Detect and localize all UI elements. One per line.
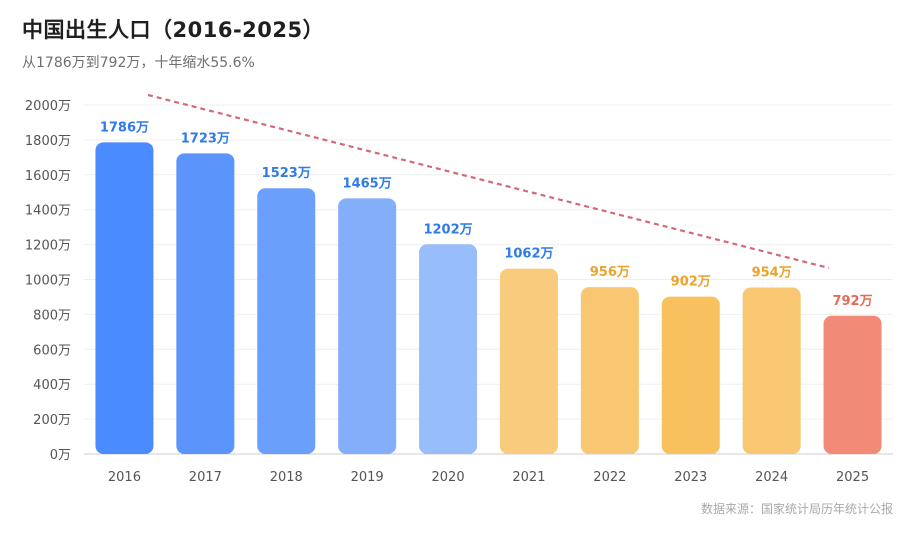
x-axis-ticks: 2016 2017 2018 2019 2020 2021 2022 2023 2024 2025 (108, 470, 869, 485)
data-label-2018: 1523万 (262, 166, 311, 181)
data-label-2025: 792万 (832, 294, 872, 309)
x-tick-label: 2017 (189, 470, 222, 485)
data-label-2021: 1062万 (504, 247, 553, 262)
y-tick-label: 0万 (50, 448, 71, 463)
trend-line (147, 93, 830, 270)
data-source-note: 数据来源：国家统计局历年统计公报 (700, 502, 893, 516)
data-labels: 1786万 1723万 1523万 1465万 1202万 1062万 956万 902万 95… (100, 120, 873, 308)
x-tick-label: 2024 (755, 470, 788, 485)
y-tick-label: 1400万 (25, 204, 71, 219)
x-tick-label: 2021 (512, 470, 545, 485)
x-tick-label: 2022 (593, 470, 626, 485)
bar-2017 (176, 153, 235, 455)
bar-2019 (338, 198, 397, 454)
bar-2020 (419, 244, 478, 454)
bar-2022 (580, 287, 639, 454)
data-label-2017: 1723万 (181, 131, 230, 146)
chart-title: 中国出生人口（2016-2025） (22, 18, 325, 42)
bar-2023 (661, 296, 720, 454)
y-tick-label: 1600万 (25, 169, 71, 184)
data-label-2019: 1465万 (343, 176, 392, 191)
data-label-2023: 902万 (671, 275, 711, 290)
bar-2024 (742, 287, 801, 454)
bar-2021 (499, 268, 558, 454)
data-label-2020: 1202万 (423, 222, 472, 237)
bar-2018 (257, 188, 316, 454)
x-tick-label: 2025 (836, 470, 869, 485)
x-tick-label: 2018 (270, 470, 303, 485)
x-tick-label: 2020 (432, 470, 465, 485)
data-label-2022: 956万 (590, 265, 630, 280)
data-label-2016: 1786万 (100, 120, 149, 135)
x-tick-label: 2016 (108, 470, 141, 485)
y-tick-label: 200万 (33, 413, 71, 428)
x-tick-label: 2023 (674, 470, 707, 485)
y-axis-ticks: 0万 200万 400万 600万 800万 1000万 1200万 1400万 1600万 18… (25, 99, 71, 463)
bar-2016 (95, 142, 154, 454)
y-tick-label: 2000万 (25, 99, 71, 114)
data-label-2024: 954万 (752, 266, 792, 281)
y-tick-label: 1800万 (25, 134, 71, 149)
bars (95, 142, 882, 455)
y-tick-label: 600万 (33, 343, 71, 358)
bar-2025 (823, 315, 882, 454)
y-tick-label: 1000万 (25, 274, 71, 289)
chart-subtitle: 从1786万到792万，十年缩水55.6% (22, 55, 255, 71)
y-tick-label: 800万 (33, 308, 71, 323)
x-tick-label: 2019 (351, 470, 384, 485)
y-tick-label: 400万 (33, 378, 71, 393)
trend-line-group (147, 93, 830, 270)
y-tick-label: 1200万 (25, 239, 71, 254)
